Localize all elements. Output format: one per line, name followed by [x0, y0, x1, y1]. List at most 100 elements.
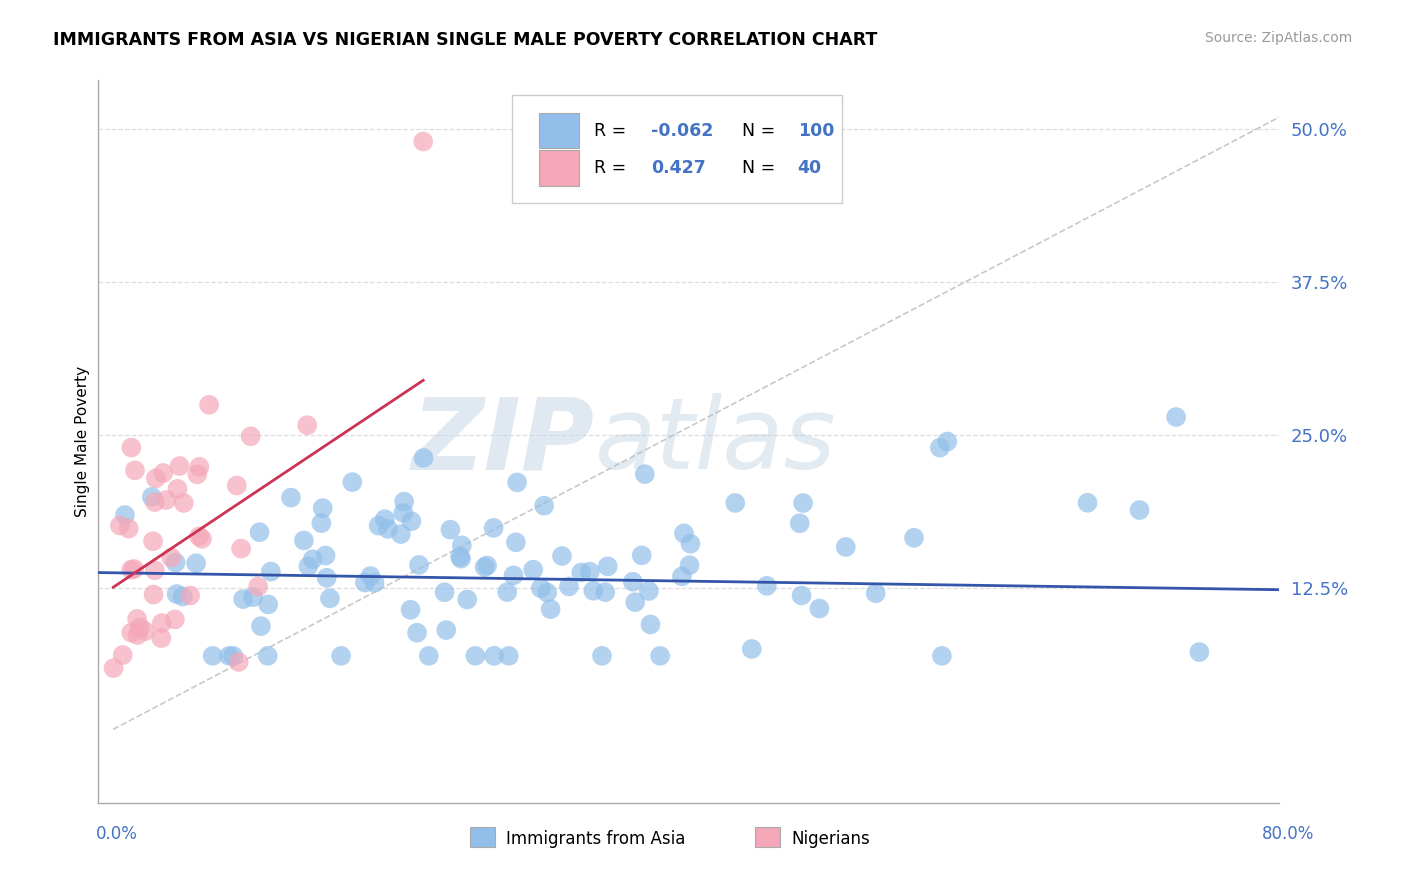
Point — [120, 625, 142, 640]
Point — [173, 496, 195, 510]
Point — [163, 612, 186, 626]
Point — [530, 581, 553, 595]
Point — [256, 648, 278, 663]
Point — [249, 525, 271, 540]
Point — [637, 584, 659, 599]
Point — [103, 661, 125, 675]
Point — [260, 565, 283, 579]
Point — [250, 619, 273, 633]
Point — [408, 558, 430, 572]
Point — [166, 482, 188, 496]
Point — [127, 612, 149, 626]
Point — [929, 441, 952, 455]
Point — [367, 518, 389, 533]
Point — [201, 648, 224, 663]
Point — [789, 516, 811, 531]
Point — [591, 648, 613, 663]
Point — [165, 556, 187, 570]
Point — [143, 495, 166, 509]
Point — [311, 516, 333, 531]
Point — [1188, 645, 1211, 659]
Point — [593, 585, 616, 599]
Text: Immigrants from Asia: Immigrants from Asia — [506, 830, 686, 848]
Point — [741, 642, 763, 657]
Point — [392, 506, 415, 520]
Point — [482, 648, 505, 663]
Y-axis label: Single Male Poverty: Single Male Poverty — [75, 366, 90, 517]
Point — [150, 616, 173, 631]
Point — [1077, 496, 1099, 510]
Point — [257, 598, 280, 612]
Point — [229, 541, 252, 556]
Point — [191, 532, 214, 546]
Point — [186, 467, 208, 482]
Point — [790, 589, 813, 603]
Point — [134, 624, 156, 639]
Point — [292, 533, 315, 548]
Point — [359, 569, 381, 583]
Point — [505, 535, 527, 549]
Text: IMMIGRANTS FROM ASIA VS NIGERIAN SINGLE MALE POVERTY CORRELATION CHART: IMMIGRANTS FROM ASIA VS NIGERIAN SINGLE … — [53, 31, 877, 49]
Point — [141, 490, 163, 504]
Point — [315, 571, 337, 585]
Point — [188, 459, 211, 474]
Text: N =: N = — [742, 122, 775, 140]
Point — [120, 563, 142, 577]
Point — [648, 648, 671, 663]
Point — [678, 558, 700, 573]
Point — [399, 603, 422, 617]
Point — [903, 531, 925, 545]
FancyBboxPatch shape — [538, 151, 579, 186]
Point — [120, 441, 142, 455]
Point — [184, 556, 207, 570]
Point — [315, 549, 337, 563]
Point — [671, 569, 693, 583]
Point — [475, 558, 498, 573]
Point — [142, 534, 165, 549]
Point — [222, 648, 245, 663]
Point — [450, 538, 472, 552]
Point — [124, 463, 146, 477]
Point — [142, 588, 165, 602]
Point — [198, 398, 221, 412]
Point — [297, 418, 319, 433]
Point — [456, 592, 478, 607]
Point — [247, 580, 270, 594]
Point — [835, 540, 858, 554]
Point — [634, 467, 657, 482]
Point — [621, 574, 644, 589]
Point — [502, 568, 524, 582]
Point — [464, 648, 486, 663]
Point — [401, 514, 423, 528]
Point — [522, 563, 544, 577]
Text: N =: N = — [742, 160, 775, 178]
Text: R =: R = — [595, 122, 627, 140]
Point — [160, 550, 183, 565]
Point — [434, 623, 457, 637]
Text: 100: 100 — [797, 122, 834, 140]
Text: 0.427: 0.427 — [651, 160, 706, 178]
Point — [1166, 410, 1188, 425]
Point — [297, 559, 319, 574]
Point — [179, 589, 201, 603]
Point — [392, 494, 415, 508]
Point — [319, 591, 342, 606]
Point — [242, 590, 264, 604]
Point — [108, 518, 131, 533]
Text: 80.0%: 80.0% — [1263, 825, 1315, 843]
Point — [363, 575, 385, 590]
Text: 40: 40 — [797, 160, 821, 178]
Point — [506, 475, 529, 490]
Point — [166, 587, 188, 601]
Point — [482, 521, 505, 535]
Point — [755, 579, 778, 593]
FancyBboxPatch shape — [512, 95, 842, 203]
Point — [596, 559, 619, 574]
Point — [127, 628, 149, 642]
Point — [301, 552, 323, 566]
Point — [377, 522, 399, 536]
Point — [330, 648, 353, 663]
Point — [145, 471, 167, 485]
Point — [724, 496, 747, 510]
Point — [640, 617, 662, 632]
